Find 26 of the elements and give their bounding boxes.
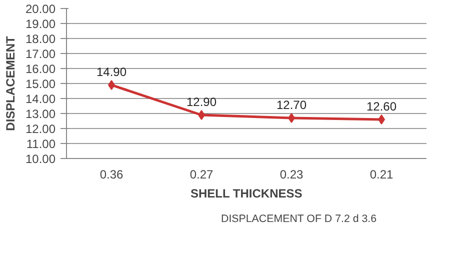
x-tick-label: 0.27 bbox=[190, 168, 214, 182]
point bbox=[108, 80, 115, 90]
data-label: 12.90 bbox=[186, 95, 217, 109]
x-axis-title: SHELL THICKNESS bbox=[190, 186, 302, 200]
y-tick-label: 12.00 bbox=[25, 122, 56, 136]
point bbox=[198, 110, 205, 120]
y-tick-label: 20.00 bbox=[25, 2, 56, 16]
x-tick-label: 0.21 bbox=[370, 168, 394, 182]
y-tick-label: 17.00 bbox=[25, 47, 56, 61]
y-tick-label: 13.00 bbox=[25, 107, 56, 121]
y-tick-label: 14.00 bbox=[25, 92, 56, 106]
y-tick-label: 10.00 bbox=[25, 152, 56, 166]
y-tick-label: 19.00 bbox=[25, 17, 56, 31]
y-tick-label: 11.00 bbox=[26, 137, 56, 151]
x-tick-label: 0.36 bbox=[100, 168, 124, 182]
point bbox=[288, 113, 295, 123]
y-tick-label: 15.00 bbox=[25, 77, 56, 91]
y-tick-label: 16.00 bbox=[25, 62, 56, 76]
x-tick-label: 0.23 bbox=[280, 168, 304, 182]
point bbox=[378, 114, 385, 124]
text: DISPLACEMENT OF D 7.2 d 3.6 bbox=[221, 213, 377, 225]
y-axis-title: DISPLACEMENT bbox=[3, 35, 18, 131]
y-tick-label: 18.00 bbox=[25, 32, 56, 46]
data-label: 14.90 bbox=[96, 65, 127, 79]
data-label: 12.70 bbox=[276, 98, 307, 112]
data-label: 12.60 bbox=[366, 100, 397, 114]
